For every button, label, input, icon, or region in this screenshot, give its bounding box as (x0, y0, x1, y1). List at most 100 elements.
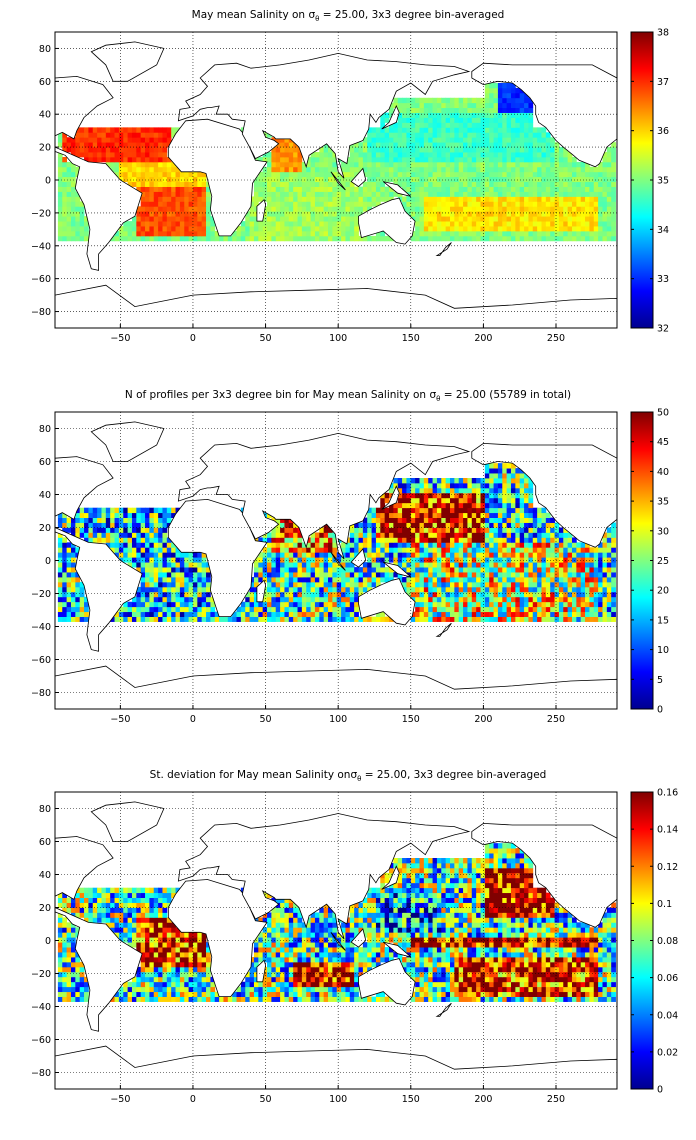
bin-cell (262, 171, 268, 178)
bin-cell (571, 577, 577, 583)
bin-cell (245, 211, 250, 217)
bin-cell (493, 142, 499, 148)
bin-cell (489, 107, 494, 113)
bin-cell (441, 132, 447, 138)
bin-cell (550, 161, 555, 168)
bin-cell (463, 532, 468, 538)
bin-cell (136, 537, 142, 543)
bin-cell (423, 102, 429, 109)
bin-cell (88, 152, 94, 158)
bin-cell (280, 186, 285, 192)
bin-cell (467, 606, 473, 613)
bin-cell (175, 230, 181, 237)
bin-cell (489, 181, 494, 187)
bin-cell (70, 201, 76, 207)
bin-cell (563, 586, 569, 593)
bin-cell (275, 591, 281, 598)
bin-cell (537, 191, 542, 197)
bin-cell (471, 532, 477, 538)
bin-cell (515, 532, 521, 538)
bin-cell (197, 181, 203, 187)
bin-cell (175, 191, 181, 197)
bin-cell (432, 191, 438, 197)
bin-cell (158, 206, 163, 212)
bin-cell (528, 537, 534, 543)
bin-cell (541, 230, 547, 237)
bin-cell (602, 591, 608, 598)
bin-cell (345, 616, 351, 622)
bin-cell (349, 176, 355, 183)
bin-cell (524, 527, 529, 533)
bin-cell (397, 487, 403, 494)
bin-cell (554, 547, 560, 553)
bin-cell (275, 572, 281, 578)
bin-cell (384, 142, 390, 148)
bin-cell (502, 196, 508, 202)
bin-cell (249, 211, 255, 217)
bin-cell (162, 562, 168, 568)
bin-cell (611, 547, 616, 553)
bin-cell (262, 152, 268, 158)
bin-cell (515, 562, 521, 568)
bin-cell (524, 611, 529, 617)
bin-cell (210, 226, 216, 232)
bin-cell (310, 161, 316, 168)
bin-cell (515, 537, 521, 543)
bin-cell (489, 552, 494, 558)
bin-cell (253, 201, 259, 207)
bin-cell (606, 577, 612, 583)
bin-cell (571, 537, 577, 543)
bin-cell (454, 201, 460, 207)
bin-cell (515, 161, 521, 168)
bin-cell (131, 616, 137, 622)
bin-cell (380, 552, 386, 558)
bin-cell (450, 201, 455, 207)
bin-cell (293, 206, 298, 212)
bin-cell (571, 552, 577, 558)
bin-cell (153, 562, 159, 568)
bin-cell (524, 562, 529, 568)
bin-cell (118, 161, 124, 168)
bin-cell (489, 87, 494, 94)
bin-cell (284, 527, 290, 533)
bin-cell (506, 152, 512, 158)
bin-cell (602, 606, 608, 613)
bin-cell (127, 142, 133, 148)
bin-cell (506, 517, 512, 523)
bin-cell (57, 586, 63, 593)
bin-cell (201, 211, 207, 217)
bin-cell (184, 221, 190, 227)
bin-cell (598, 552, 603, 558)
bin-cell (280, 161, 285, 168)
bin-cell (162, 586, 168, 593)
bin-cell (506, 221, 512, 227)
bin-cell (371, 557, 377, 563)
bin-cell (402, 517, 407, 523)
bin-cell (258, 235, 264, 242)
bin-cell (476, 611, 481, 617)
bin-cell (192, 226, 198, 232)
bin-cell (389, 107, 394, 113)
bin-cell (497, 152, 503, 158)
bin-cell (476, 216, 481, 222)
bin-cell (458, 487, 464, 494)
bin-cell (188, 586, 194, 593)
bin-cell (258, 196, 264, 202)
bin-cell (406, 132, 412, 138)
bin-cell (510, 166, 516, 173)
bin-cell (415, 201, 420, 207)
bin-cell (153, 127, 159, 133)
bin-cell (585, 542, 590, 548)
bin-cell (489, 567, 494, 573)
bin-cell (454, 502, 460, 509)
bin-cell (428, 191, 433, 197)
bin-cell (519, 226, 525, 232)
bin-cell (210, 235, 216, 242)
bin-cell (436, 611, 442, 617)
bin-cell (532, 137, 538, 143)
bin-cell (606, 562, 612, 568)
bin-cell (375, 547, 381, 553)
bin-cell (432, 616, 438, 622)
bin-cell (528, 577, 534, 583)
bin-cell (410, 230, 416, 237)
